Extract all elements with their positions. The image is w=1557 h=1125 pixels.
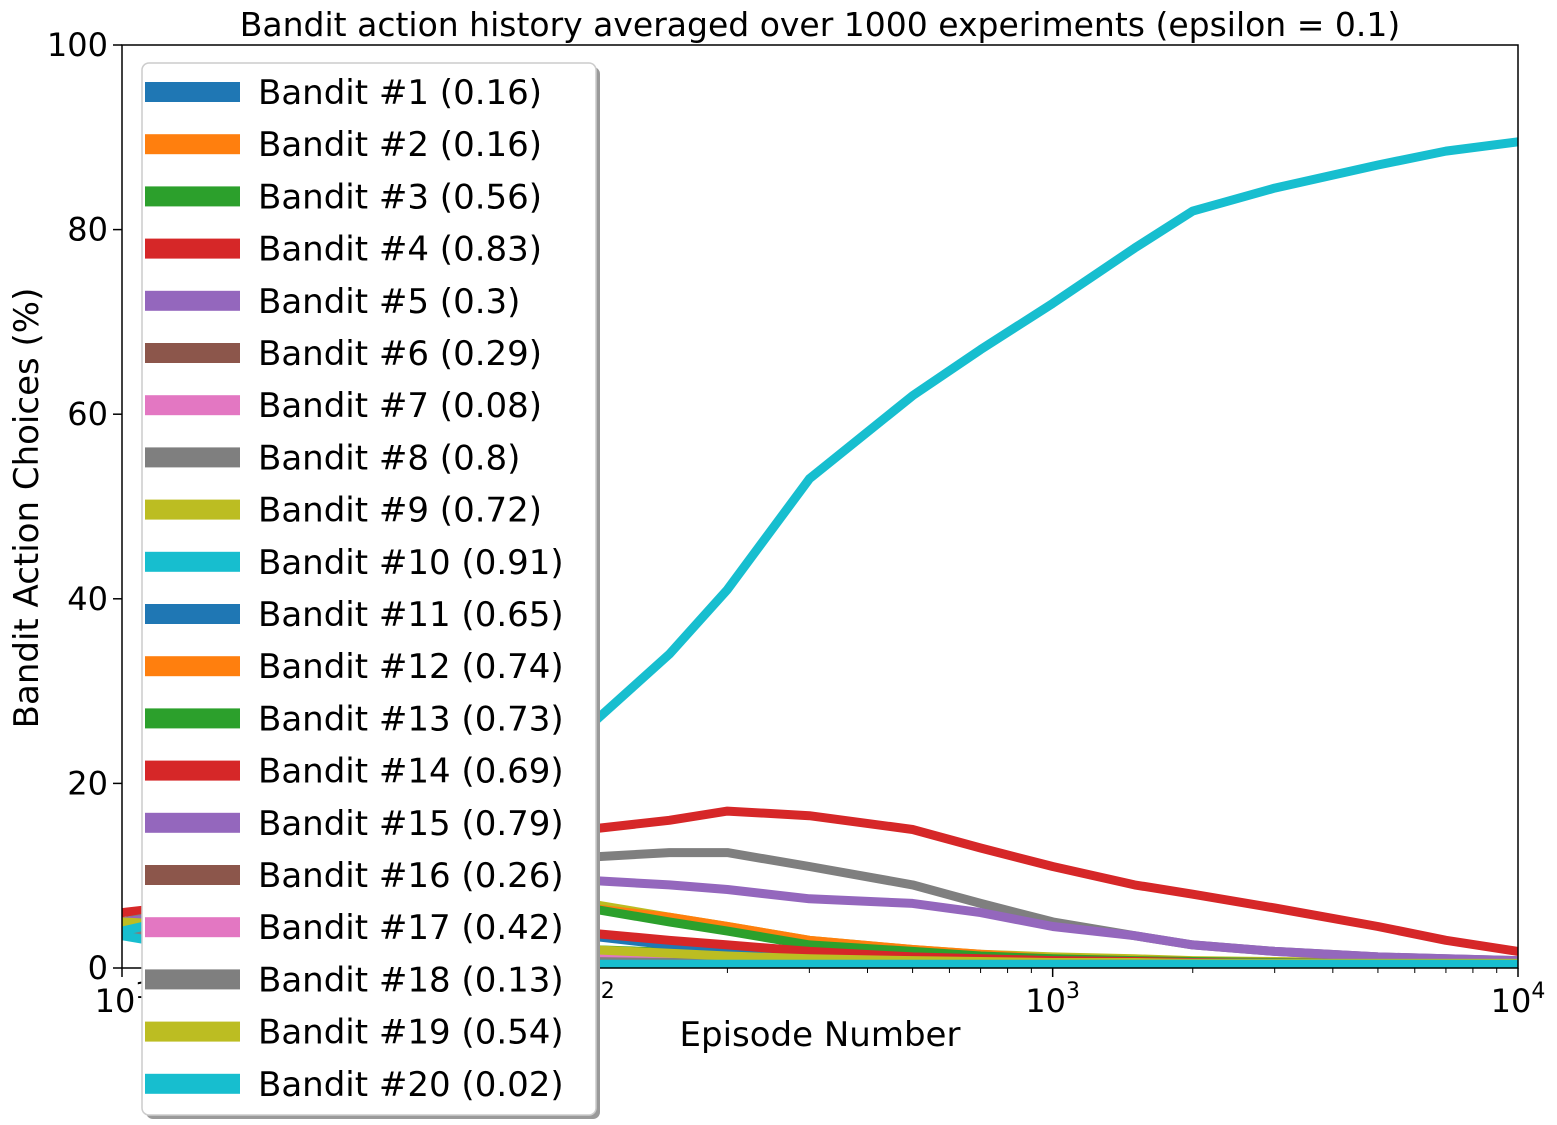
- legend-entry: Bandit #14 (0.69): [145, 752, 564, 792]
- x-tick-label: 101: [95, 979, 150, 1020]
- legend-swatch: [145, 917, 240, 938]
- legend-entry: Bandit #12 (0.74): [145, 647, 564, 687]
- x-tick-label: 103: [1025, 979, 1080, 1020]
- y-tick-label: 20: [67, 764, 108, 802]
- legend-label: Bandit #19 (0.54): [258, 1013, 564, 1053]
- legend-label: Bandit #11 (0.65): [258, 595, 564, 635]
- legend-label: Bandit #1 (0.16): [258, 73, 542, 113]
- legend-entry: Bandit #3 (0.56): [145, 177, 542, 217]
- legend-swatch: [145, 708, 240, 729]
- y-tick-label: 60: [67, 395, 108, 433]
- legend-label: Bandit #15 (0.79): [258, 804, 564, 844]
- x-axis-title: Episode Number: [680, 1015, 961, 1055]
- legend-swatch: [145, 186, 240, 207]
- legend-label: Bandit #8 (0.8): [258, 438, 520, 478]
- legend-swatch: [145, 1021, 240, 1042]
- legend-label: Bandit #12 (0.74): [258, 647, 564, 687]
- legend-entry: Bandit #20 (0.02): [145, 1065, 564, 1105]
- legend-entry: Bandit #2 (0.16): [145, 125, 542, 165]
- legend-entry: Bandit #17 (0.42): [145, 908, 564, 948]
- legend-box: [141, 62, 597, 1116]
- legend-swatch: [145, 447, 240, 468]
- legend-entry: Bandit #8 (0.8): [145, 438, 520, 478]
- legend-label: Bandit #9 (0.72): [258, 491, 542, 531]
- legend-label: Bandit #4 (0.83): [258, 230, 542, 270]
- legend-swatch: [145, 551, 240, 572]
- legend-label: Bandit #14 (0.69): [258, 752, 564, 792]
- legend-label: Bandit #10 (0.91): [258, 543, 564, 583]
- legend-swatch: [145, 760, 240, 781]
- legend-entry: Bandit #16 (0.26): [145, 856, 564, 896]
- legend-entry: Bandit #6 (0.29): [145, 334, 542, 374]
- legend-swatch: [145, 134, 240, 155]
- legend-swatch: [145, 238, 240, 259]
- legend-label: Bandit #13 (0.73): [258, 699, 564, 739]
- plot-frame: [121, 44, 1519, 969]
- legend-entry: Bandit #9 (0.72): [145, 491, 542, 531]
- chart-title: Bandit action history averaged over 1000…: [240, 5, 1400, 44]
- legend-label: Bandit #5 (0.3): [258, 282, 520, 322]
- legend-label: Bandit #16 (0.26): [258, 856, 564, 896]
- legend-label: Bandit #17 (0.42): [258, 908, 564, 948]
- legend-entry: Bandit #4 (0.83): [145, 230, 542, 270]
- legend-swatch: [145, 82, 240, 102]
- legend-entry: Bandit #15 (0.79): [145, 804, 564, 844]
- y-tick-label: 100: [47, 26, 108, 64]
- legend-swatch: [145, 1073, 240, 1094]
- legend-label: Bandit #20 (0.02): [258, 1065, 564, 1105]
- legend-swatch: [145, 343, 240, 363]
- legend-swatch: [145, 812, 240, 833]
- legend-label: Bandit #2 (0.16): [258, 125, 542, 165]
- y-axis-title: Bandit Action Choices (%): [7, 288, 47, 729]
- legend-entry: Bandit #11 (0.65): [145, 595, 564, 635]
- x-tick-label: 104: [1491, 979, 1546, 1020]
- legend-swatch: [145, 969, 240, 990]
- legend-label: Bandit #18 (0.13): [258, 960, 564, 1000]
- legend-swatch: [145, 499, 240, 520]
- y-tick-label: 0: [88, 949, 108, 987]
- y-tick-label: 80: [67, 211, 108, 249]
- legend-label: Bandit #7 (0.08): [258, 386, 542, 426]
- legend: Bandit #1 (0.16) Bandit #2 (0.16) Bandit #…: [141, 62, 600, 1119]
- legend-swatch: [145, 865, 240, 885]
- legend-entry: Bandit #10 (0.91): [145, 543, 564, 583]
- legend-label: Bandit #6 (0.29): [258, 334, 542, 374]
- legend-swatch: [145, 656, 240, 677]
- legend-swatch: [145, 290, 240, 311]
- legend-swatch: [145, 604, 240, 624]
- legend-entry: Bandit #1 (0.16): [145, 73, 542, 113]
- legend-entry: Bandit #5 (0.3): [145, 282, 520, 322]
- legend-entry: Bandit #13 (0.73): [145, 699, 564, 739]
- legend-label: Bandit #3 (0.56): [258, 177, 542, 217]
- legend-entry: Bandit #19 (0.54): [145, 1013, 564, 1053]
- legend-entry: Bandit #7 (0.08): [145, 386, 542, 426]
- y-tick-label: 40: [67, 580, 108, 618]
- legend-entry: Bandit #18 (0.13): [145, 960, 564, 1000]
- legend-swatch: [145, 395, 240, 416]
